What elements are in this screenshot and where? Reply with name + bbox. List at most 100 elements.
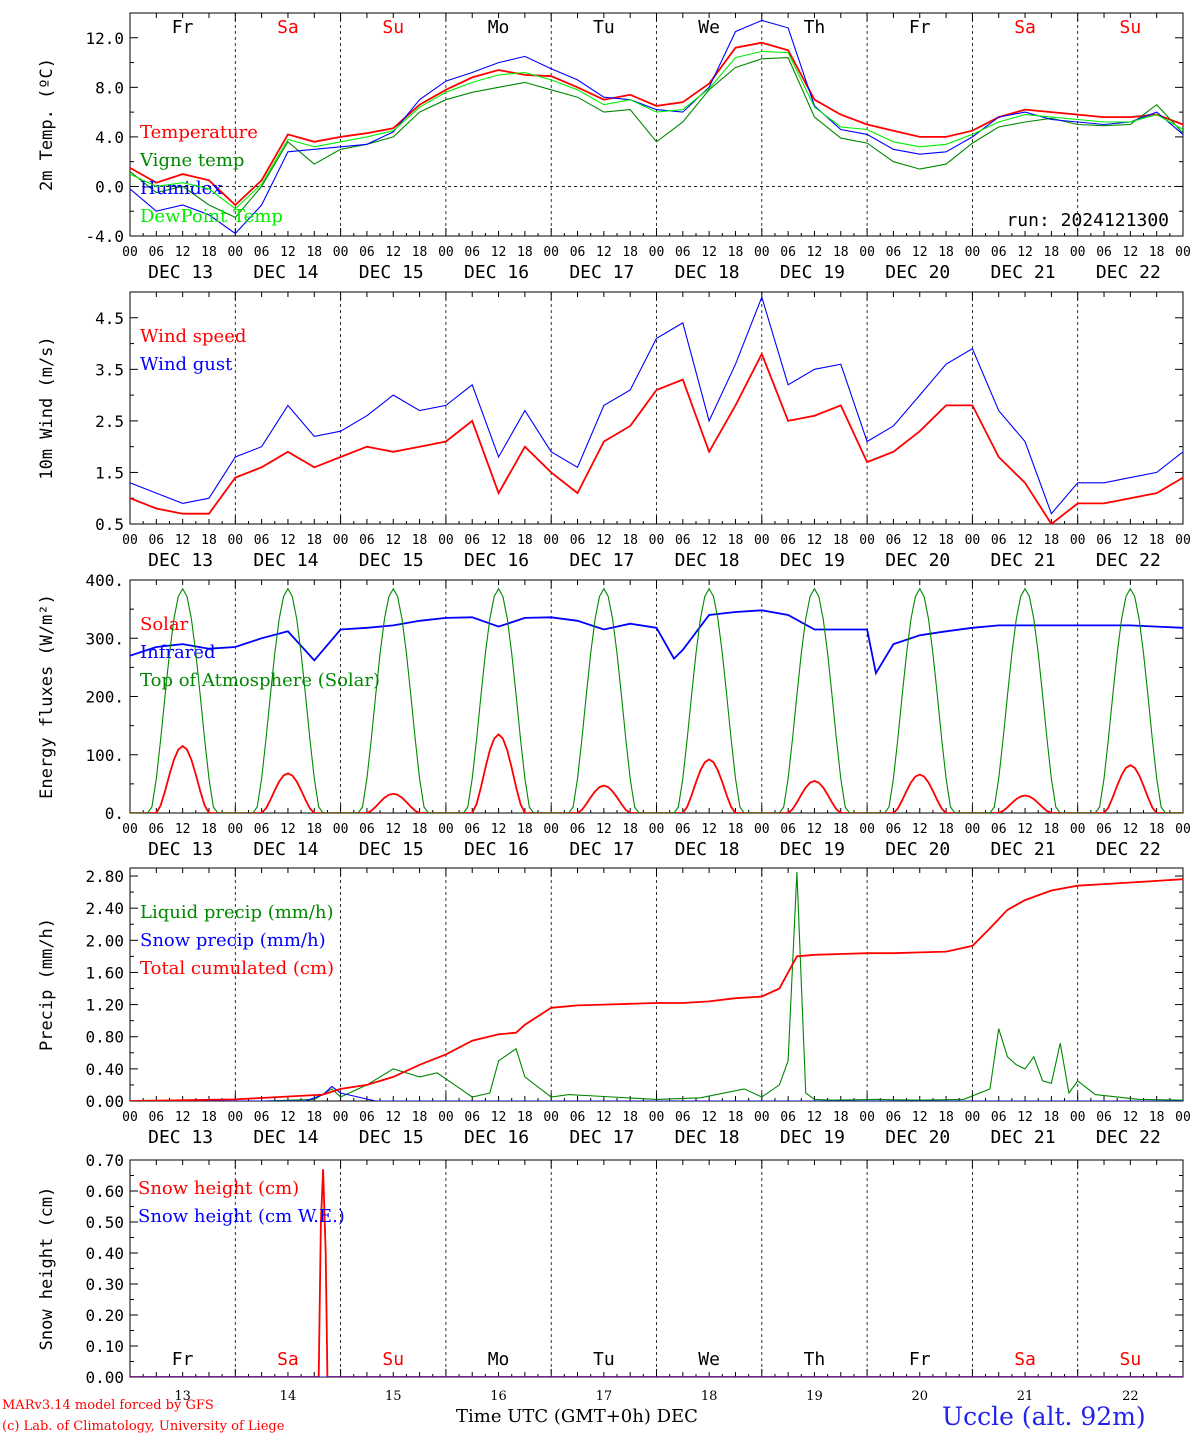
- hour-tick-label: 00: [333, 822, 349, 837]
- hour-tick-label: 18: [1044, 533, 1060, 548]
- series-line-infrared: [130, 609, 1183, 676]
- date-label: DEC 17: [569, 839, 634, 860]
- hour-tick-label: 06: [570, 533, 586, 548]
- station-name: Uccle (alt. 92m): [942, 1402, 1146, 1431]
- hour-tick-label: 12: [385, 822, 401, 837]
- hour-tick-label: 18: [833, 533, 849, 548]
- weekday-label: Su: [1120, 1349, 1142, 1370]
- hour-tick-label: 00: [1070, 245, 1086, 260]
- series-line-total-cumulated-cm: [130, 878, 1183, 1101]
- date-label: DEC 16: [464, 550, 529, 571]
- series-line-vigne-temp: [130, 57, 1183, 219]
- hour-tick-label: 00: [227, 1110, 243, 1125]
- date-label: DEC 15: [359, 839, 424, 860]
- hour-tick-label: 12: [491, 533, 507, 548]
- legend-entry: Snow height (cm): [138, 1178, 299, 1199]
- hour-tick-label: 18: [412, 533, 428, 548]
- hour-tick-label: 06: [359, 822, 375, 837]
- y-axis-label: 10m Wind (m/s): [37, 336, 57, 479]
- model-credit: MARv3.14 model forced by GFS: [2, 1398, 214, 1413]
- hour-tick-label: 12: [596, 822, 612, 837]
- panel-precip: 0.00 0.40 0.80 1.20 1.60 2.00 2.40 2.80 Precip (…: [37, 867, 1191, 1148]
- y-axis-label: 2m Temp. (ºC): [37, 58, 57, 191]
- run-annotation: run: 2024121300: [1006, 210, 1169, 231]
- hour-tick-label: 06: [675, 822, 691, 837]
- hour-tick-label: 06: [886, 533, 902, 548]
- date-label: DEC 20: [885, 839, 950, 860]
- y-tick-label: 2.00: [85, 931, 124, 950]
- hour-tick-label: 06: [254, 533, 270, 548]
- hour-tick-label: 18: [517, 822, 533, 837]
- legend-entry: Infrared: [140, 642, 215, 663]
- hour-tick-label: 12: [175, 533, 191, 548]
- hour-tick-label: 12: [701, 533, 717, 548]
- hour-tick-label: 06: [780, 1110, 796, 1125]
- y-tick-label: 12.0: [85, 29, 124, 48]
- hour-tick-label: 12: [491, 1110, 507, 1125]
- date-label: DEC 22: [1096, 1127, 1161, 1148]
- y-tick-label: 4.0: [95, 128, 124, 147]
- hour-tick-label: 18: [201, 533, 217, 548]
- hour-tick-label: 12: [280, 1110, 296, 1125]
- y-tick-label: 3.5: [95, 360, 124, 379]
- hour-tick-label: 12: [596, 245, 612, 260]
- hour-tick-label: 06: [1096, 245, 1112, 260]
- hour-tick-label: 00: [649, 822, 665, 837]
- xaxis-title: Time UTC (GMT+0h) DEC: [456, 1406, 698, 1427]
- hour-tick-label: 06: [148, 533, 164, 548]
- legend-entry: DewPoint Temp: [140, 206, 283, 227]
- hour-tick-label: 12: [280, 245, 296, 260]
- date-label: DEC 20: [885, 550, 950, 571]
- date-label: DEC 14: [253, 550, 318, 571]
- hour-tick-label: 06: [148, 1110, 164, 1125]
- hour-tick-label: 18: [306, 245, 322, 260]
- weekday-label: Sa: [277, 1349, 299, 1370]
- date-label: DEC 15: [359, 550, 424, 571]
- hour-tick-label: 18: [1044, 822, 1060, 837]
- hour-tick-label: 06: [991, 533, 1007, 548]
- hour-tick-label: 18: [938, 245, 954, 260]
- date-label: DEC 21: [991, 1127, 1056, 1148]
- weekday-label: We: [698, 17, 720, 38]
- hour-tick-label: 12: [385, 245, 401, 260]
- hour-tick-label: 06: [675, 1110, 691, 1125]
- day-number-label: 20: [911, 1389, 928, 1404]
- y-tick-label: 0.40: [85, 1244, 124, 1263]
- date-label: DEC 13: [148, 262, 213, 283]
- weekday-label: Mo: [488, 1349, 510, 1370]
- hour-tick-label: 06: [1096, 822, 1112, 837]
- lab-credit: (c) Lab. of Climatology, University of L…: [2, 1419, 285, 1434]
- hour-tick-label: 12: [1123, 245, 1139, 260]
- hour-tick-label: 18: [412, 245, 428, 260]
- hour-tick-label: 12: [807, 533, 823, 548]
- hour-tick-label: 06: [780, 245, 796, 260]
- hour-tick-label: 12: [1017, 245, 1033, 260]
- date-label: DEC 20: [885, 1127, 950, 1148]
- day-number-label: 13: [174, 1389, 191, 1404]
- hour-tick-label: 06: [886, 822, 902, 837]
- date-label: DEC 18: [675, 839, 740, 860]
- date-label: DEC 17: [569, 550, 634, 571]
- hour-tick-label: 00: [438, 245, 454, 260]
- hour-tick-label: 00: [1070, 822, 1086, 837]
- hour-tick-label: 00: [1070, 533, 1086, 548]
- date-label: DEC 17: [569, 262, 634, 283]
- hour-tick-label: 18: [622, 245, 638, 260]
- y-tick-label: 0.80: [85, 1028, 124, 1047]
- hour-tick-label: 00: [543, 1110, 559, 1125]
- hour-tick-label: 18: [622, 533, 638, 548]
- weekday-label: Fr: [909, 17, 931, 38]
- date-label: DEC 13: [148, 550, 213, 571]
- hour-tick-label: 18: [622, 822, 638, 837]
- hour-tick-label: 00: [333, 245, 349, 260]
- hour-tick-label: 06: [1096, 1110, 1112, 1125]
- legend-entry: Temperature: [140, 122, 258, 143]
- y-tick-label: -4.0: [85, 227, 124, 246]
- xaxis-title-text: Time UTC (GMT+0h): [456, 1406, 651, 1427]
- y-tick-label: 0.00: [85, 1368, 124, 1387]
- date-label: DEC 22: [1096, 550, 1161, 571]
- y-tick-label: 400.: [85, 571, 124, 590]
- hour-tick-label: 18: [622, 1110, 638, 1125]
- hour-tick-label: 18: [306, 1110, 322, 1125]
- day-number-label: 22: [1122, 1389, 1139, 1404]
